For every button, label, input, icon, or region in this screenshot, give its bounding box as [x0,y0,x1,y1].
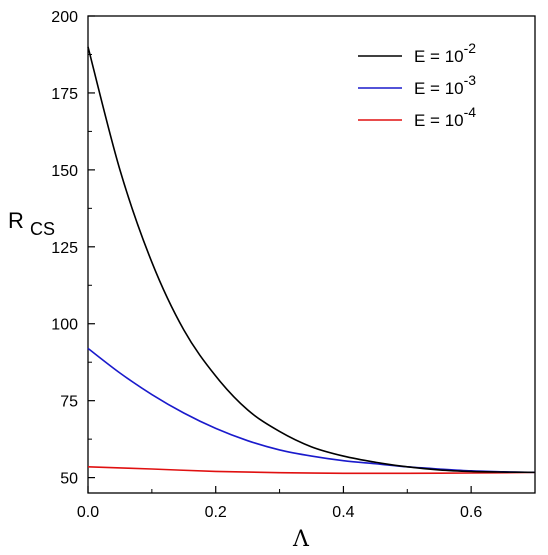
axis-labels: R CS Λ [8,208,310,552]
y-tick-label: 75 [60,394,78,411]
plot-frame [87,15,536,494]
legend-label: E = 10-4 [414,104,476,130]
legend-item-e-1e-4: E = 10-4 [358,104,476,130]
legend-label-exponent: -4 [464,104,477,120]
y-tick-label: 100 [51,317,78,334]
legend-label: E = 10-2 [414,40,476,66]
y-tick-label: 150 [51,163,78,180]
series-layer [87,46,536,475]
legend-label-base: E = 10 [414,111,464,130]
legend-item-e-1e-3: E = 10-3 [358,72,476,98]
y-axis-label-sub: CS [30,219,55,239]
legend: E = 10-2E = 10-3E = 10-4 [358,40,476,130]
y-axis-label: R CS [8,208,55,239]
legend-label: E = 10-3 [414,72,476,98]
legend-label-exponent: -3 [464,72,477,88]
series-line-e-1e-3 [87,347,536,474]
series-line-e-1e-2 [87,46,536,474]
x-axis-label: Λ [292,527,310,550]
y-tick-label: 175 [51,86,78,103]
x-tick-label: 0.6 [460,504,482,521]
legend-label-base: E = 10 [414,79,464,98]
y-tick-label: 200 [51,9,78,26]
legend-item-e-1e-2: E = 10-2 [358,40,476,66]
series-line-e-1e-4 [87,466,536,475]
plot-area: 0.0 0.2 0.4 0.6 50 75 100 125 150 175 200 [51,9,536,521]
x-tick-label: 0.0 [77,504,99,521]
legend-label-base: E = 10 [414,47,464,66]
y-tick-label: 50 [60,471,78,488]
y-tick-label: 125 [51,240,78,257]
legend-label-exponent: -2 [464,40,477,56]
x-tick-label: 0.4 [332,504,354,521]
y-axis-label-main: R [8,208,24,233]
x-tick-label: 0.2 [205,504,227,521]
